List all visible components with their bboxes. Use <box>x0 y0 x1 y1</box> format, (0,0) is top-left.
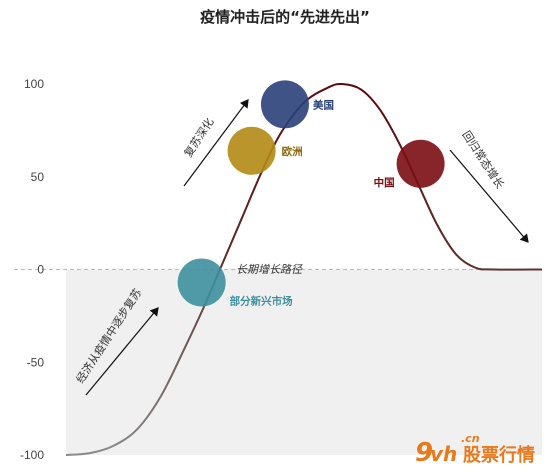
y-tick-label: 100 <box>24 77 44 91</box>
y-axis-ticks: 100 50 0 -50 -100 <box>20 77 44 462</box>
below-baseline-region <box>66 269 542 455</box>
bubble-label-部分新兴市场: 部分新兴市场 <box>230 294 293 307</box>
svg-text:股票行情: 股票行情 <box>462 444 535 466</box>
y-tick-label: 50 <box>31 170 45 184</box>
svg-text:9: 9 <box>415 438 433 468</box>
bubble-label-美国: 美国 <box>313 98 334 111</box>
baseline-label: 长期增长路径 <box>236 263 303 276</box>
svg-text:.cn: .cn <box>461 432 480 445</box>
recovery-arrow <box>85 307 159 396</box>
bubble-label-欧洲: 欧洲 <box>282 145 303 158</box>
deepening-arrow <box>183 99 249 187</box>
y-tick-label: -50 <box>27 355 45 369</box>
watermark-logo: 9 vh .cn 股票行情 <box>415 432 535 468</box>
annotation-normalization: 回归常态增长 <box>459 128 507 191</box>
bubble-部分新兴市场 <box>177 258 226 307</box>
svg-text:vh: vh <box>430 442 457 466</box>
y-tick-label: -100 <box>20 448 44 462</box>
y-tick-label: 0 <box>37 263 44 277</box>
chart-title: 疫情冲击后的“先进先出” <box>200 8 370 26</box>
normalization-arrow <box>449 149 529 243</box>
bubble-欧洲 <box>227 126 276 175</box>
annotation-deepening: 复苏深化 <box>181 115 217 160</box>
bubble-中国 <box>396 139 445 188</box>
bubble-美国 <box>260 80 309 129</box>
bubble-label-中国: 中国 <box>374 176 395 189</box>
